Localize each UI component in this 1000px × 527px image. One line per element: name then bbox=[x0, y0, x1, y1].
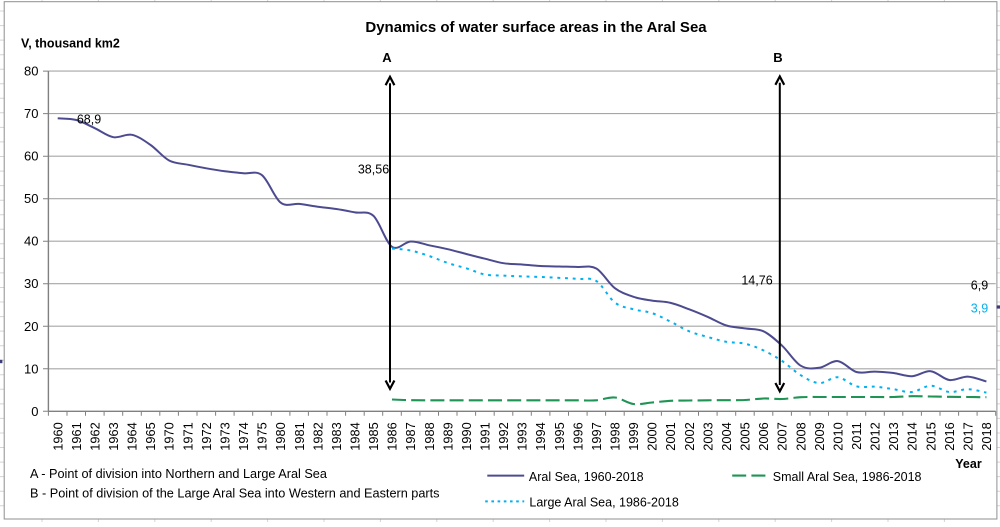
svg-text:1980: 1980 bbox=[273, 422, 288, 450]
svg-text:1985: 1985 bbox=[366, 422, 381, 450]
svg-text:1999: 1999 bbox=[626, 422, 641, 450]
svg-text:1992: 1992 bbox=[496, 422, 511, 450]
svg-text:80: 80 bbox=[24, 64, 38, 79]
svg-text:1986: 1986 bbox=[385, 422, 400, 450]
svg-text:1973: 1973 bbox=[218, 422, 233, 450]
svg-text:2018: 2018 bbox=[979, 422, 994, 450]
svg-text:1961: 1961 bbox=[69, 422, 84, 450]
svg-text:2009: 2009 bbox=[812, 422, 827, 450]
svg-text:2015: 2015 bbox=[923, 422, 938, 450]
svg-text:1962: 1962 bbox=[87, 422, 102, 450]
svg-text:2012: 2012 bbox=[868, 422, 883, 450]
svg-text:2005: 2005 bbox=[738, 422, 753, 450]
svg-text:1960: 1960 bbox=[50, 422, 65, 450]
svg-text:14,76: 14,76 bbox=[741, 273, 772, 287]
svg-text:0: 0 bbox=[31, 404, 38, 419]
svg-text:1987: 1987 bbox=[403, 422, 418, 450]
svg-text:6,9: 6,9 bbox=[971, 278, 988, 292]
svg-text:1975: 1975 bbox=[255, 422, 270, 450]
svg-text:Large Aral Sea, 1986-2018: Large Aral Sea, 1986-2018 bbox=[529, 496, 678, 510]
svg-text:1964: 1964 bbox=[125, 422, 140, 450]
svg-text:Dynamics of water surface area: Dynamics of water surface areas in the A… bbox=[365, 19, 707, 36]
svg-text:2006: 2006 bbox=[756, 422, 771, 450]
svg-text:1998: 1998 bbox=[608, 422, 623, 450]
svg-text:1974: 1974 bbox=[236, 422, 251, 450]
svg-text:40: 40 bbox=[24, 234, 38, 249]
svg-text:1981: 1981 bbox=[292, 422, 307, 450]
svg-text:1996: 1996 bbox=[570, 422, 585, 450]
svg-text:68,9: 68,9 bbox=[77, 112, 101, 126]
svg-text:1989: 1989 bbox=[440, 422, 455, 450]
svg-text:2002: 2002 bbox=[682, 422, 697, 450]
svg-text:A - Point of division into Nor: A - Point of division into Northern and … bbox=[30, 467, 328, 481]
svg-text:1970: 1970 bbox=[162, 422, 177, 450]
svg-text:Year: Year bbox=[955, 457, 982, 471]
svg-text:1993: 1993 bbox=[515, 422, 530, 450]
svg-text:2001: 2001 bbox=[663, 422, 678, 450]
svg-text:Aral Sea, 1960-2018: Aral Sea, 1960-2018 bbox=[529, 470, 644, 484]
svg-text:1983: 1983 bbox=[329, 422, 344, 450]
svg-text:B - Point of division of the L: B - Point of division of the Large Aral … bbox=[30, 486, 440, 500]
svg-text:38,56: 38,56 bbox=[358, 162, 389, 176]
svg-text:30: 30 bbox=[24, 276, 38, 291]
svg-text:2016: 2016 bbox=[942, 422, 957, 450]
svg-text:1997: 1997 bbox=[589, 422, 604, 450]
svg-text:1965: 1965 bbox=[143, 422, 158, 450]
svg-text:2000: 2000 bbox=[645, 422, 660, 450]
svg-text:3,9: 3,9 bbox=[971, 301, 988, 315]
svg-text:2008: 2008 bbox=[793, 422, 808, 450]
svg-text:B: B bbox=[773, 50, 782, 65]
svg-text:1991: 1991 bbox=[478, 422, 493, 450]
svg-text:Small Aral Sea, 1986-2018: Small Aral Sea, 1986-2018 bbox=[773, 470, 922, 484]
svg-text:1984: 1984 bbox=[348, 422, 363, 450]
svg-text:2017: 2017 bbox=[960, 422, 975, 450]
svg-text:1988: 1988 bbox=[422, 422, 437, 450]
svg-text:10: 10 bbox=[24, 361, 38, 376]
svg-text:2004: 2004 bbox=[719, 422, 734, 450]
svg-text:1971: 1971 bbox=[180, 422, 195, 450]
svg-text:2007: 2007 bbox=[775, 422, 790, 450]
svg-text:1982: 1982 bbox=[310, 422, 325, 450]
svg-text:1972: 1972 bbox=[199, 422, 214, 450]
svg-text:1963: 1963 bbox=[106, 422, 121, 450]
svg-text:V, thousand km2: V, thousand km2 bbox=[21, 37, 120, 51]
svg-text:20: 20 bbox=[24, 319, 38, 334]
svg-text:2010: 2010 bbox=[830, 422, 845, 450]
svg-text:2014: 2014 bbox=[905, 422, 920, 450]
svg-text:2003: 2003 bbox=[700, 422, 715, 450]
svg-text:2011: 2011 bbox=[849, 422, 864, 450]
svg-text:A: A bbox=[382, 50, 392, 65]
svg-text:60: 60 bbox=[24, 149, 38, 164]
svg-text:70: 70 bbox=[24, 106, 38, 121]
svg-text:1994: 1994 bbox=[533, 422, 548, 450]
svg-text:1995: 1995 bbox=[552, 422, 567, 450]
svg-text:50: 50 bbox=[24, 191, 38, 206]
svg-text:2013: 2013 bbox=[886, 422, 901, 450]
svg-text:1990: 1990 bbox=[459, 422, 474, 450]
